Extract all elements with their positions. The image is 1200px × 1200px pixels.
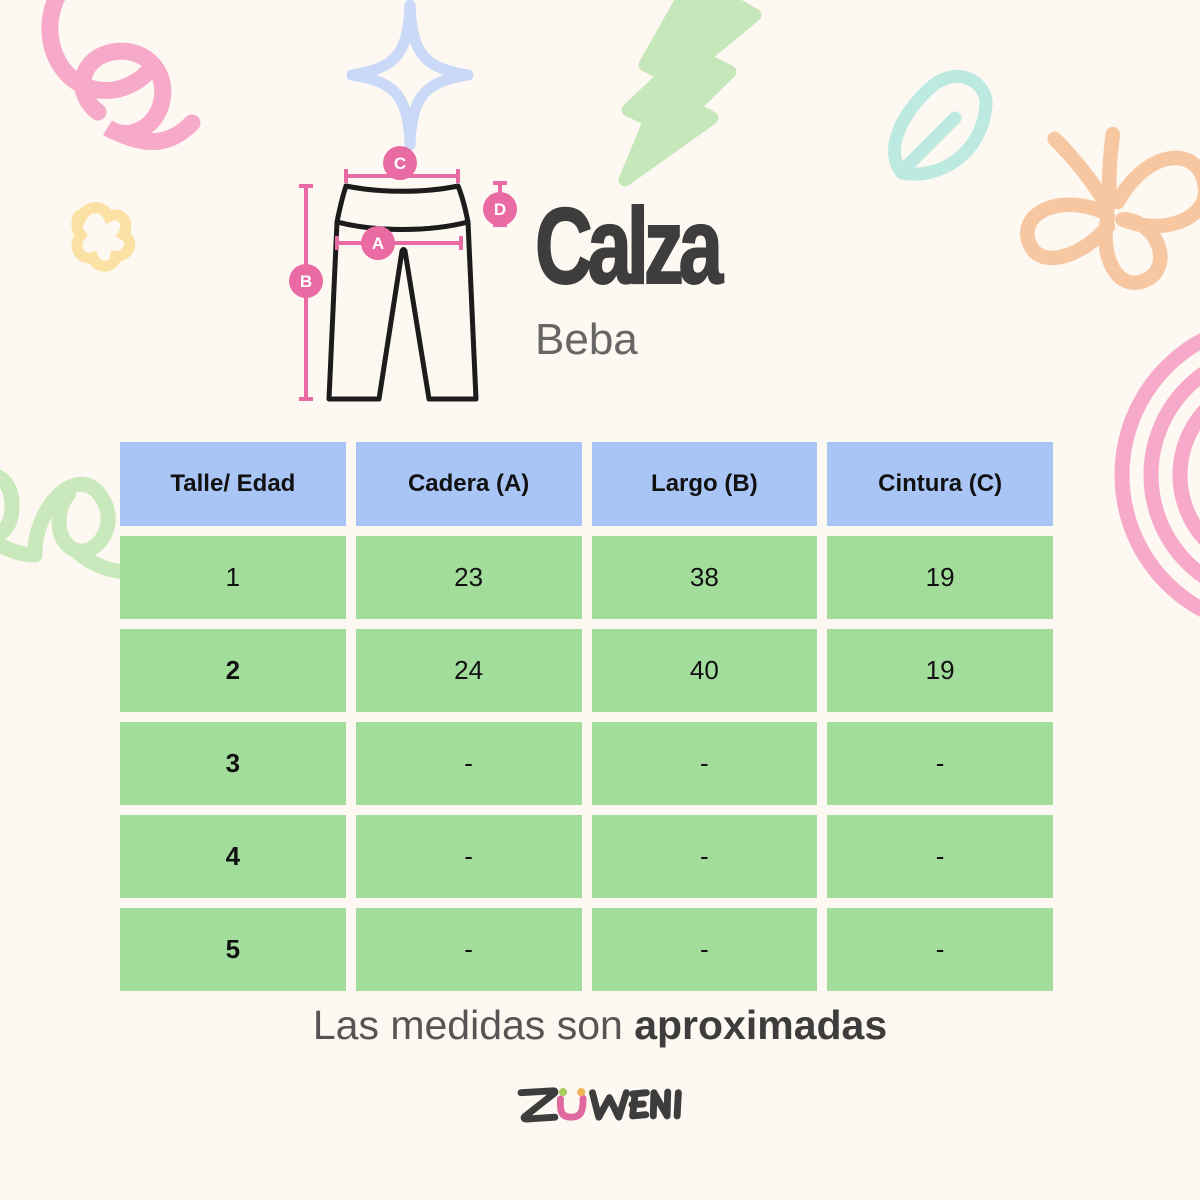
svg-text:B: B (300, 272, 312, 291)
svg-text:D: D (494, 200, 506, 219)
svg-text:C: C (394, 154, 406, 173)
svg-text:A: A (372, 234, 384, 253)
